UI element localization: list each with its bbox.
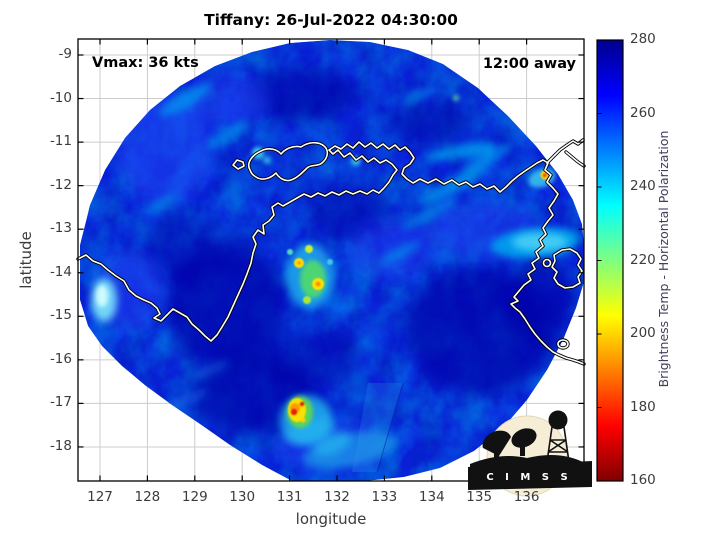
x-tick-label: 130: [229, 489, 256, 505]
colorbar-tick-label: 220: [630, 251, 656, 268]
x-tick-label: 135: [466, 489, 493, 505]
satellite-swath-image: [80, 40, 584, 481]
x-tick-label: 131: [276, 489, 303, 505]
y-tick-label: -12: [49, 176, 72, 193]
x-tick-label: 129: [181, 489, 208, 505]
x-tick-label: 127: [87, 489, 113, 505]
water-tower-icon: [546, 410, 570, 463]
y-tick-label: -10: [49, 89, 72, 106]
x-tick-label: 136: [513, 489, 540, 505]
y-tick-label: -14: [49, 263, 72, 280]
x-tick-label: 128: [134, 489, 161, 505]
colorbar-tick-label: 240: [630, 178, 656, 194]
colorbar-tick-label: 200: [630, 325, 656, 341]
y-tick-label: -11: [49, 133, 72, 150]
x-tick-label: 133: [371, 489, 398, 505]
y-tick-label: -9: [58, 46, 72, 62]
plot-border: [77, 38, 585, 482]
cimss-logo-text: C I M S S: [486, 472, 571, 483]
y-tick-label: -13: [49, 220, 72, 237]
x-tick-label: 134: [418, 489, 445, 505]
x-axis-label: longitude: [295, 510, 367, 528]
chart-title: Tiffany: 26-Jul-2022 04:30:00: [204, 11, 458, 29]
satellite-dish-icon: [482, 428, 537, 460]
colorbar-tick-label: 180: [630, 398, 656, 415]
colorbar-tick-label: 260: [630, 104, 656, 121]
x-tick-label: 132: [324, 489, 350, 505]
colorbar: [596, 39, 624, 482]
colorbar-tick-label: 160: [630, 472, 656, 488]
colorbar-tick-label: 280: [630, 31, 656, 47]
y-tick-label: -15: [49, 307, 72, 324]
time-offset-annotation: 12:00 away: [482, 56, 576, 72]
y-tick-label: -16: [49, 350, 72, 367]
y-tick-label: -17: [49, 394, 72, 411]
axis-ticks: [78, 39, 584, 481]
coastline-overlay: [76, 138, 586, 366]
cimss-logo: C I M S S: [468, 410, 592, 497]
y-tick-label: -18: [49, 437, 72, 454]
vmax-annotation: Vmax: 36 kts: [92, 55, 199, 71]
